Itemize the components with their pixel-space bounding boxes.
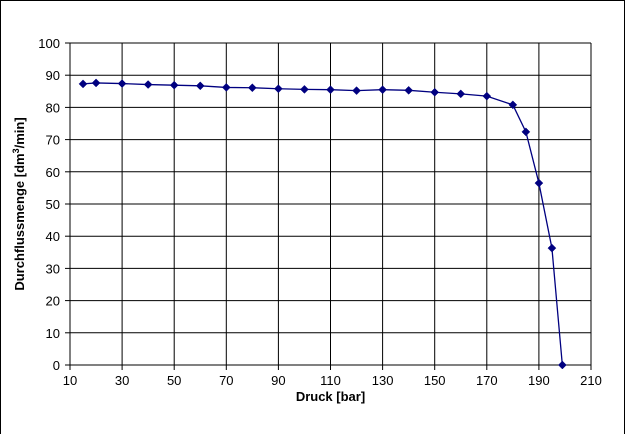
y-tick-label: 10 (46, 326, 60, 341)
x-tick-label: 10 (63, 373, 77, 388)
y-tick-label: 20 (46, 294, 60, 309)
grid (70, 42, 592, 365)
y-tick-label: 90 (46, 68, 60, 83)
x-tick-label: 130 (372, 373, 394, 388)
y-tick-labels: 0 10 20 30 40 50 60 70 80 90 100 (38, 36, 60, 373)
x-tick-label: 110 (320, 373, 341, 388)
series-line (82, 82, 563, 366)
axes (65, 42, 592, 370)
data-point (521, 127, 531, 137)
data-point (117, 79, 127, 88)
data-point (378, 85, 387, 95)
x-tick-label: 70 (219, 373, 233, 388)
data-point (352, 86, 361, 96)
data-point (274, 84, 283, 94)
x-tick-label: 90 (271, 373, 285, 388)
y-tick-label: 30 (46, 261, 60, 276)
x-axis-title: Druck [bar] (296, 389, 365, 404)
y-tick-label: 70 (46, 133, 60, 148)
series (78, 78, 567, 370)
data-point (300, 85, 309, 94)
data-point (547, 243, 557, 253)
data-point (404, 85, 414, 95)
y-axis-title-end: /min] (12, 117, 27, 148)
y-tick-label: 80 (46, 100, 60, 115)
x-tick-label: 170 (476, 373, 498, 388)
data-point (195, 81, 205, 91)
y-tick-label: 50 (46, 197, 60, 212)
y-axis-title: Durchflussmenge [dm3/min] (11, 117, 27, 290)
y-tick-label: 60 (46, 165, 60, 180)
x-tick-labels: 10 30 50 70 90 110 130 150 170 190 210 (63, 373, 602, 388)
data-point (78, 79, 88, 89)
data-point (456, 89, 466, 99)
data-point (247, 83, 257, 93)
x-tick-label: 50 (167, 373, 181, 388)
data-point (221, 83, 231, 92)
x-tick-label: 210 (580, 373, 602, 388)
data-point (534, 178, 544, 188)
y-axis-title-superscript: 3 (11, 148, 21, 153)
x-tick-label: 190 (528, 373, 550, 388)
data-point (482, 91, 492, 101)
y-tick-label: 0 (53, 358, 60, 373)
y-tick-label: 40 (46, 229, 60, 244)
x-tick-label: 150 (424, 373, 446, 388)
data-point (326, 85, 335, 95)
data-point (430, 87, 440, 97)
data-point (557, 360, 567, 370)
data-point (508, 100, 518, 110)
data-point (143, 80, 153, 89)
y-tick-label: 100 (38, 36, 60, 51)
data-point (91, 78, 101, 88)
x-tick-label: 30 (115, 373, 129, 388)
y-axis-title-main: Durchflussmenge [dm (12, 153, 27, 290)
data-point (169, 80, 179, 90)
